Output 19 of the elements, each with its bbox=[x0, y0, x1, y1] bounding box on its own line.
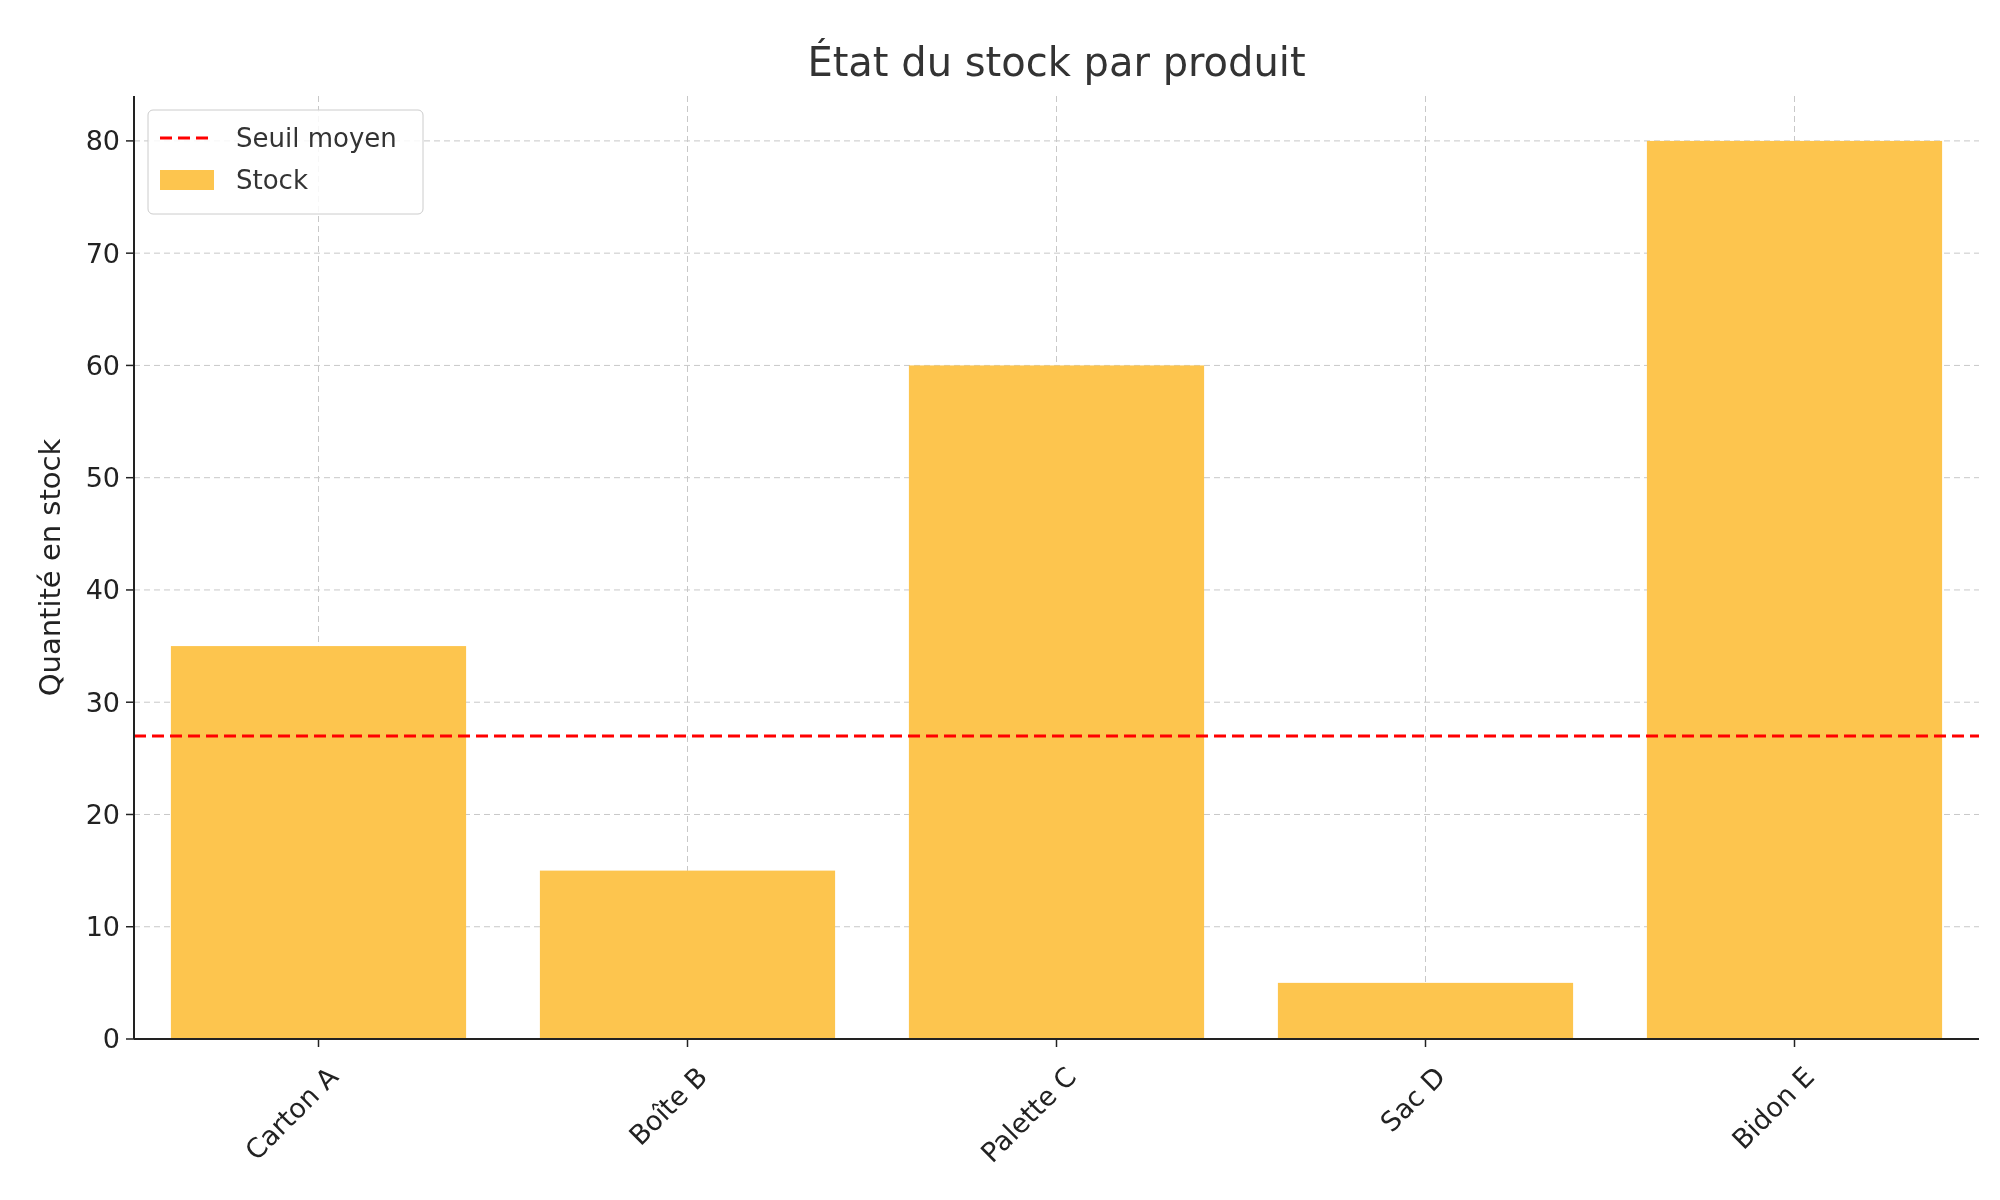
legend-label: Stock bbox=[236, 165, 308, 196]
y-tick-label: 20 bbox=[85, 798, 120, 830]
bar bbox=[539, 870, 836, 1039]
y-tick-label: 30 bbox=[85, 686, 120, 718]
legend-label: Seuil moyen bbox=[236, 123, 397, 154]
y-tick-label: 50 bbox=[85, 462, 120, 494]
y-tick-label: 40 bbox=[85, 574, 120, 606]
bar bbox=[1646, 140, 1943, 1039]
y-tick-label: 80 bbox=[85, 125, 120, 157]
y-tick-label: 60 bbox=[85, 349, 120, 381]
bar bbox=[170, 646, 467, 1039]
chart-title: État du stock par produit bbox=[807, 38, 1306, 85]
bar bbox=[1277, 982, 1574, 1039]
y-tick-label: 70 bbox=[85, 237, 120, 269]
y-tick-label: 0 bbox=[102, 1023, 120, 1055]
y-axis-title: Quantité en stock bbox=[33, 438, 67, 697]
x-tick-label: Sac D bbox=[1374, 1060, 1452, 1138]
y-tick-label: 10 bbox=[85, 911, 120, 943]
bar bbox=[908, 365, 1205, 1039]
